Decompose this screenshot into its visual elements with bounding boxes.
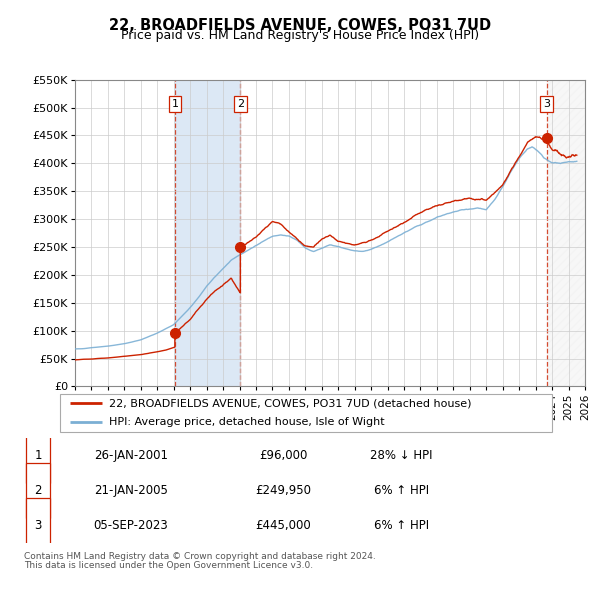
FancyBboxPatch shape [26,428,50,483]
Text: 22, BROADFIELDS AVENUE, COWES, PO31 7UD: 22, BROADFIELDS AVENUE, COWES, PO31 7UD [109,18,491,32]
Text: This data is licensed under the Open Government Licence v3.0.: This data is licensed under the Open Gov… [24,561,313,570]
Text: 6% ↑ HPI: 6% ↑ HPI [374,519,429,532]
Text: 21-JAN-2005: 21-JAN-2005 [94,484,168,497]
Text: 1: 1 [172,99,178,109]
Text: £96,000: £96,000 [259,449,307,462]
Text: Price paid vs. HM Land Registry's House Price Index (HPI): Price paid vs. HM Land Registry's House … [121,30,479,42]
FancyBboxPatch shape [26,463,50,518]
Text: 1: 1 [35,449,42,462]
Text: Contains HM Land Registry data © Crown copyright and database right 2024.: Contains HM Land Registry data © Crown c… [24,552,376,561]
FancyBboxPatch shape [26,499,50,553]
FancyBboxPatch shape [60,394,552,432]
Text: 3: 3 [543,99,550,109]
Text: 05-SEP-2023: 05-SEP-2023 [94,519,168,532]
Text: 22, BROADFIELDS AVENUE, COWES, PO31 7UD (detached house): 22, BROADFIELDS AVENUE, COWES, PO31 7UD … [109,398,472,408]
Text: £249,950: £249,950 [255,484,311,497]
Bar [175,80,241,386]
Text: 2: 2 [35,484,42,497]
Text: 3: 3 [35,519,42,532]
Text: £445,000: £445,000 [255,519,311,532]
Text: 26-JAN-2001: 26-JAN-2001 [94,449,168,462]
Text: HPI: Average price, detached house, Isle of Wight: HPI: Average price, detached house, Isle… [109,417,385,427]
Text: 28% ↓ HPI: 28% ↓ HPI [370,449,433,462]
Text: 6% ↑ HPI: 6% ↑ HPI [374,484,429,497]
Text: 2: 2 [237,99,244,109]
Bar [547,80,585,386]
